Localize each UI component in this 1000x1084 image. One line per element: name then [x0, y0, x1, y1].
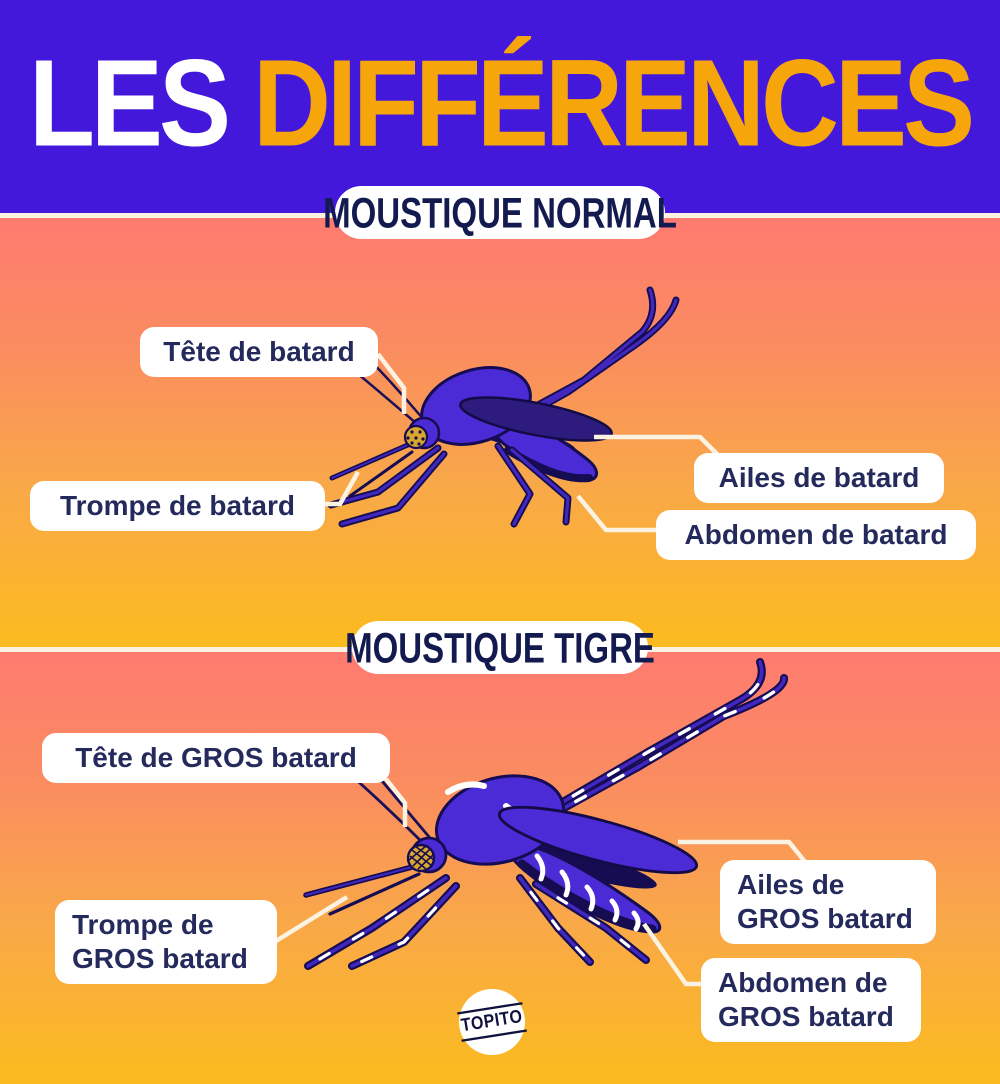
section-divider-label: MOUSTIQUE NORMAL — [323, 187, 677, 236]
callout-line-tete-normal — [376, 352, 407, 414]
normal-mosquito-wing — [459, 396, 613, 442]
normal-mosquito-illustration — [327, 286, 680, 528]
callout-line-abdomen-normal — [576, 494, 657, 533]
label-tete-de-gros-batard: Tête de GROS batard — [42, 733, 390, 783]
label-text: Abdomen de batard — [684, 518, 948, 550]
callout-line-abdomen-tigre — [642, 922, 703, 987]
label-abdomen-de-batard: Abdomen de batard — [656, 510, 976, 560]
label-text: Trompe de batard — [60, 489, 295, 521]
normal-mosquito-front-legs — [327, 444, 448, 528]
tiger-mosquito-wing — [497, 805, 699, 875]
label-text-line1: Ailes de — [737, 868, 845, 900]
callout-line-ailes-tigre — [678, 839, 808, 865]
topito-logo: TOPITO — [457, 989, 527, 1055]
callout-lines — [274, 352, 808, 987]
topito-logo-text: TOPITO — [457, 1002, 527, 1042]
tiger-mosquito-middle-legs — [516, 874, 650, 966]
title-word-differences: DIFFÉRENCES — [252, 33, 975, 171]
label-text-line2: GROS batard — [718, 1001, 894, 1032]
label-ailes-de-batard: Ailes de batard — [694, 453, 944, 503]
normal-mosquito-eye-icon — [403, 424, 429, 450]
callout-line-trompe-normal — [324, 470, 360, 507]
section-divider-moustique-tigre: MOUSTIQUE TIGRE — [345, 621, 655, 674]
label-text-line1: Trompe de — [72, 908, 214, 940]
title-word-les: LES — [28, 33, 231, 171]
tiger-mosquito-hind-legs — [542, 658, 788, 822]
page-title: LES DIFFÉRENCES — [0, 22, 1000, 182]
callout-line-ailes-normal — [594, 434, 723, 460]
label-trompe-de-batard: Trompe de batard — [30, 481, 325, 531]
label-text-line2: GROS batard — [72, 943, 248, 974]
normal-mosquito-proboscis — [329, 441, 414, 498]
callout-line-tete-tigre — [384, 777, 408, 827]
label-text: Ailes de batard — [718, 461, 920, 493]
label-ailes-de-gros-batard: Ailes de GROS batard — [720, 860, 936, 944]
tiger-mosquito-front-legs — [304, 874, 460, 970]
label-text: Tête de GROS batard — [75, 741, 357, 773]
tiger-mosquito-proboscis — [303, 863, 421, 916]
tiger-mosquito-eye-icon — [406, 843, 436, 873]
label-trompe-de-gros-batard: Trompe de GROS batard — [55, 900, 277, 984]
normal-mosquito-middle-legs — [494, 442, 572, 528]
section-divider-moustique-normal: MOUSTIQUE NORMAL — [323, 186, 677, 239]
callout-line-trompe-tigre — [274, 895, 349, 943]
label-text-line2: GROS batard — [737, 903, 913, 934]
label-text-line1: Abdomen de — [718, 966, 888, 998]
label-abdomen-de-gros-batard: Abdomen de GROS batard — [701, 958, 921, 1042]
section-divider-label: MOUSTIQUE TIGRE — [345, 622, 655, 671]
normal-mosquito-hind-legs — [500, 286, 680, 432]
header-banner — [0, 0, 1000, 213]
tiger-mosquito-illustration — [303, 658, 788, 970]
label-tete-de-batard: Tête de batard — [140, 327, 378, 377]
label-text: Tête de batard — [163, 335, 355, 367]
